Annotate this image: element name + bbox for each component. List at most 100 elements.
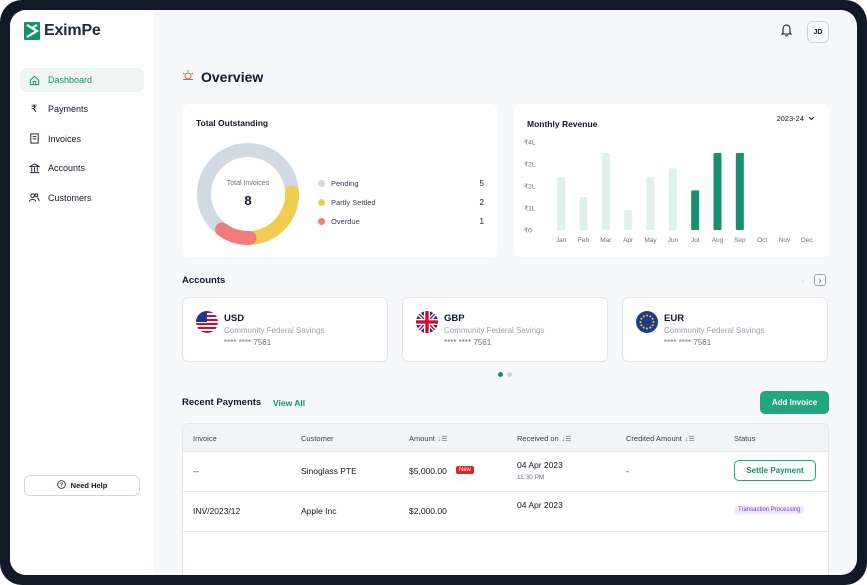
column-header-status: Status — [734, 434, 755, 443]
bar-aug — [713, 153, 722, 230]
app-screen: EximPe Dashboard ₹ Payments Invoices — [10, 10, 857, 575]
column-header-credited-amount[interactable]: Credited Amount ↓☰ — [626, 434, 695, 443]
account-bank: Community Federal Savings — [664, 326, 765, 335]
total-outstanding-card: Total Outstanding Total Invoices 8 Pendi… — [183, 104, 497, 257]
sort-icon: ↓☰ — [684, 435, 695, 443]
sort-icon: ↓☰ — [561, 435, 572, 443]
bank-icon — [28, 162, 40, 174]
sidebar-item-customers[interactable]: Customers — [20, 186, 144, 210]
y-tick-label: ₹2L — [524, 183, 536, 191]
uk-flag-icon — [416, 311, 438, 333]
monthly-revenue-card: Monthly Revenue 2023-24 ₹0 ₹1L ₹2L ₹2L ₹4L Ja… — [514, 104, 829, 257]
legend-overdue: Overdue 1 — [318, 217, 484, 226]
x-tick-label: Jan — [556, 237, 567, 244]
logo-text: EximPe — [44, 22, 101, 39]
legend-count: 5 — [479, 179, 484, 188]
column-label: Amount — [409, 434, 435, 443]
account-card-usd[interactable]: USD Community Federal Savings **** **** … — [182, 297, 388, 362]
card-title: Monthly Revenue — [527, 119, 598, 129]
x-tick-label: Jul — [691, 237, 700, 244]
logo[interactable]: EximPe — [24, 22, 101, 40]
y-tick-label: ₹2L — [524, 161, 536, 169]
x-tick-label: Mar — [600, 237, 612, 244]
cell-customer: Sinoglass PTE — [301, 466, 357, 476]
bell-icon[interactable] — [780, 23, 793, 42]
sidebar-item-dashboard[interactable]: Dashboard — [20, 68, 144, 92]
legend-pending: Pending 5 — [318, 179, 484, 188]
table-row[interactable]: INV/2023/12 Apple Inc $2,000.00 04 Apr 2… — [183, 492, 828, 532]
account-card-gbp[interactable]: GBP Community Federal Savings **** **** … — [402, 297, 608, 362]
add-invoice-button[interactable]: Add Invoice — [760, 391, 829, 414]
donut-center-label: Total Invoices — [226, 180, 270, 187]
sort-icon: ↓☰ — [437, 435, 448, 443]
revenue-bar-chart: ₹0 ₹1L ₹2L ₹2L ₹4L Jan Feb Mar Apr May Jun Jul Aug Se… — [524, 139, 813, 245]
topbar: JD — [780, 21, 829, 43]
account-card-eur[interactable]: EUR Community Federal Savings **** **** … — [622, 297, 828, 362]
table-row[interactable]: -- Sinoglass PTE $5,000.00 New 04 Apr 20… — [183, 452, 828, 492]
carousel-dot-active[interactable] — [498, 372, 503, 377]
sidebar-item-label: Accounts — [48, 163, 86, 174]
column-label: Status — [734, 434, 756, 443]
x-tick-label: Jun — [668, 237, 679, 244]
cell-amount: $2,000.00 — [409, 506, 447, 516]
legend-dot — [318, 199, 325, 206]
cell-invoice: INV/2023/12 — [193, 506, 241, 516]
y-tick-label: ₹1L — [524, 205, 536, 213]
table-header: Invoice Customer Amount ↓☰ Received on ↓☰ … — [183, 424, 828, 452]
column-header-amount[interactable]: Amount ↓☰ — [409, 434, 448, 443]
legend-dot — [318, 218, 325, 225]
x-tick-label: May — [644, 237, 657, 244]
donut-segment-partly-settled — [247, 185, 299, 245]
account-currency: GBP — [444, 313, 465, 324]
column-header-received-on[interactable]: Received on ↓☰ — [517, 434, 571, 443]
us-flag-icon — [196, 311, 218, 333]
prev-arrow-button[interactable]: ‹ — [801, 275, 805, 285]
sidebar-item-label: Payments — [48, 104, 89, 115]
bar-jan — [557, 177, 566, 230]
logo-mark-icon — [24, 22, 40, 40]
donut-segment-pending — [197, 143, 299, 234]
legend-label: Overdue — [331, 217, 360, 226]
recent-payments-title: Recent Payments — [182, 397, 262, 408]
avatar[interactable]: JD — [807, 21, 829, 43]
legend-partly-settled: Partly Settled 2 — [318, 198, 484, 207]
sidebar-item-payments[interactable]: ₹ Payments — [20, 97, 144, 121]
x-tick-label: Dec — [801, 237, 813, 244]
cell-credited-amount: - — [626, 466, 629, 476]
cell-customer: Apple Inc — [301, 506, 337, 516]
column-header-invoice: Invoice — [193, 434, 217, 443]
account-bank: Community Federal Savings — [224, 326, 325, 335]
account-currency: USD — [224, 313, 245, 324]
x-tick-label: Sep — [734, 237, 746, 244]
account-number: **** **** 7561 — [444, 338, 492, 347]
card-title: Total Outstanding — [196, 118, 269, 128]
rupee-icon: ₹ — [30, 103, 38, 115]
account-currency: EUR — [664, 313, 685, 324]
cell-received-date: 04 Apr 2023 — [517, 500, 563, 510]
overview-title-text: Overview — [201, 69, 264, 85]
year-select[interactable]: 2023-24 — [776, 114, 815, 123]
accounts-title: Accounts — [182, 275, 226, 286]
sidebar-item-invoices[interactable]: Invoices — [20, 127, 144, 151]
next-arrow-button[interactable]: › — [814, 274, 826, 286]
carousel-dot[interactable] — [507, 372, 512, 377]
need-help-button[interactable]: ? Need Help — [24, 475, 140, 496]
legend-count: 2 — [479, 198, 484, 207]
account-number: **** **** 7561 — [224, 338, 272, 347]
eu-flag-icon — [636, 311, 658, 333]
invoice-icon — [28, 133, 40, 145]
bar-sep — [735, 153, 744, 230]
y-tick-label: ₹0 — [524, 227, 532, 235]
settle-payment-button[interactable]: Settle Payment — [734, 460, 816, 481]
view-all-link[interactable]: View All — [273, 398, 306, 408]
donut-chart — [197, 143, 299, 245]
sidebar: EximPe Dashboard ₹ Payments Invoices — [10, 10, 154, 575]
carousel-dots — [498, 372, 512, 377]
bar-apr — [624, 210, 633, 230]
sidebar-item-accounts[interactable]: Accounts — [20, 156, 144, 180]
column-label: Invoice — [193, 434, 217, 443]
year-select-value: 2023-24 — [776, 114, 804, 123]
x-tick-label: Apr — [623, 237, 634, 244]
x-tick-label: Feb — [578, 237, 590, 244]
